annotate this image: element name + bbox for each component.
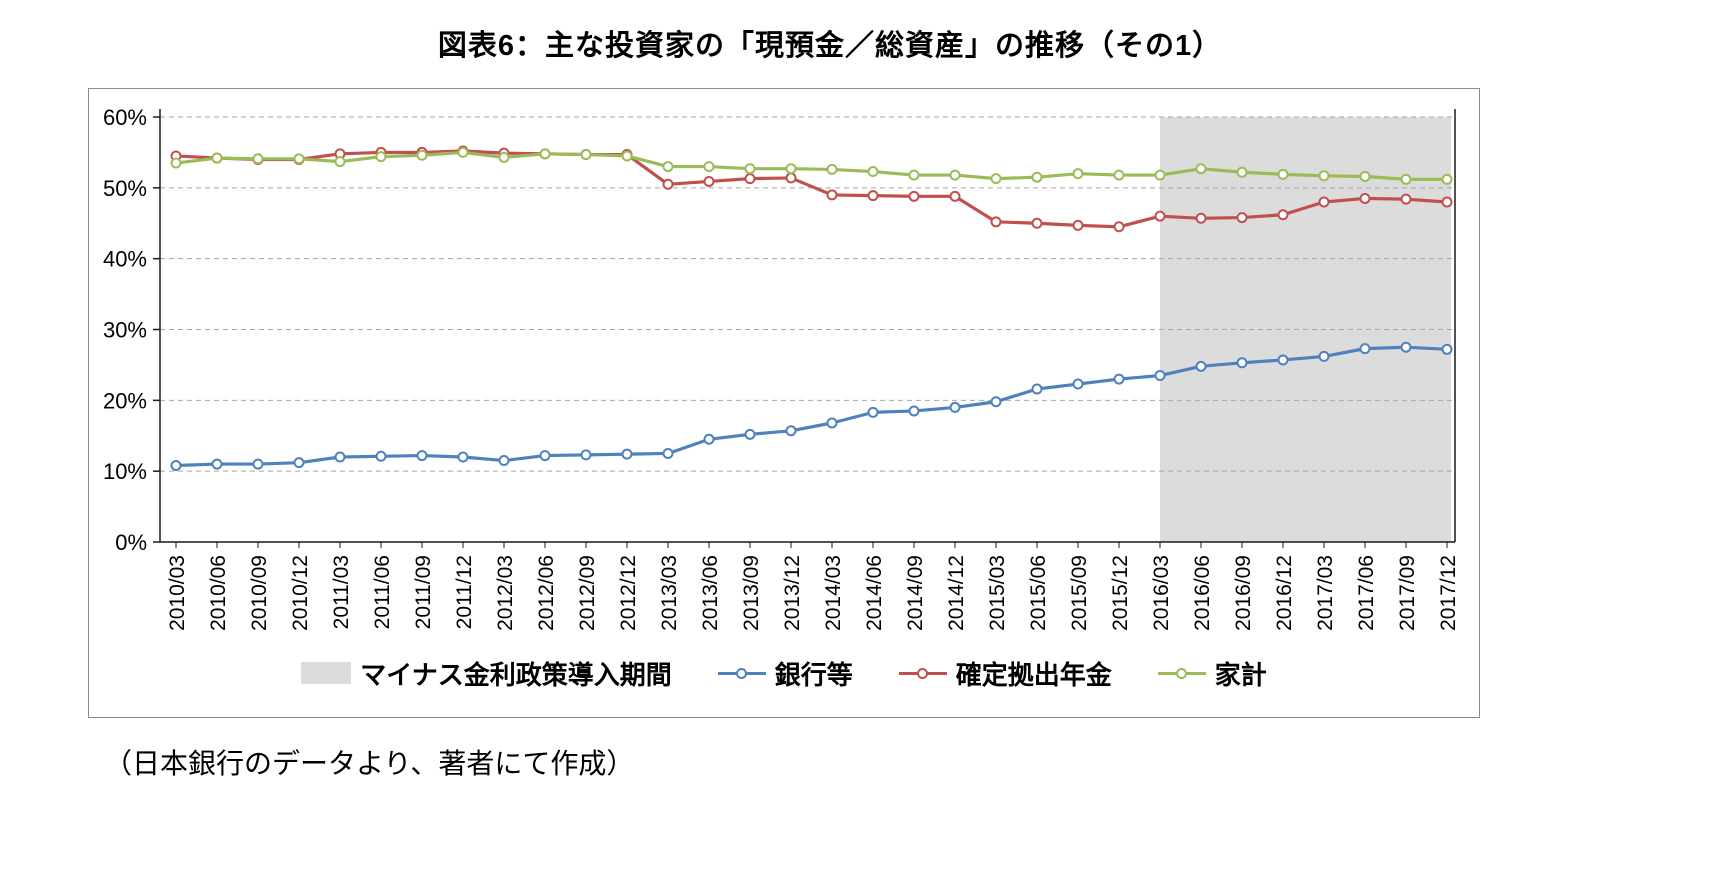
- svg-text:2011/12: 2011/12: [453, 555, 476, 629]
- svg-text:2012/12: 2012/12: [617, 555, 640, 631]
- legend-line-swatch-dc-pension: [898, 662, 947, 684]
- svg-text:2017/09: 2017/09: [1396, 555, 1419, 631]
- source-caption: （日本銀行のデータより、著者にて作成）: [104, 749, 635, 780]
- svg-text:2010/06: 2010/06: [207, 555, 230, 631]
- svg-text:2012/03: 2012/03: [494, 555, 517, 631]
- svg-text:2015/12: 2015/12: [1109, 555, 1132, 631]
- svg-text:2013/03: 2013/03: [658, 555, 681, 631]
- svg-text:2016/09: 2016/09: [1232, 555, 1255, 631]
- svg-text:2017/06: 2017/06: [1355, 555, 1378, 631]
- legend-line-swatch-households: [1157, 662, 1206, 684]
- svg-text:2017/03: 2017/03: [1314, 555, 1337, 631]
- legend-area-swatch: [301, 662, 352, 684]
- legend-item-negative-rate-period: マイナス金利政策導入期間: [301, 655, 672, 692]
- svg-text:50%: 50%: [103, 176, 147, 201]
- legend-item-households: 家計: [1157, 655, 1267, 692]
- svg-text:2014/09: 2014/09: [904, 555, 927, 631]
- legend-line-swatch-banks: [717, 662, 766, 684]
- svg-text:2013/06: 2013/06: [699, 555, 722, 631]
- svg-text:30%: 30%: [103, 318, 147, 343]
- svg-text:2015/09: 2015/09: [1068, 555, 1091, 631]
- svg-text:2010/03: 2010/03: [166, 555, 189, 631]
- svg-text:2010/09: 2010/09: [248, 555, 271, 631]
- line-chart-svg: 0% 10% 20% 30% 40% 50% 60% 2010/03 2010/06 2010/0…: [103, 105, 1460, 631]
- svg-text:20%: 20%: [103, 388, 147, 413]
- svg-text:2014/03: 2014/03: [822, 555, 845, 631]
- svg-text:2013/12: 2013/12: [781, 555, 804, 631]
- svg-text:2014/12: 2014/12: [945, 555, 968, 631]
- svg-text:2012/06: 2012/06: [535, 555, 558, 631]
- svg-text:10%: 10%: [103, 459, 147, 484]
- legend-label-households: 家計: [1214, 659, 1267, 690]
- svg-text:40%: 40%: [103, 247, 147, 272]
- chart-title: 図表6：主な投資家の「現預金／総資産」の推移（その1）: [437, 30, 1223, 62]
- svg-text:2011/03: 2011/03: [330, 555, 353, 629]
- svg-text:2015/03: 2015/03: [986, 555, 1009, 631]
- legend-item-dc-pension: 確定拠出年金: [898, 655, 1112, 692]
- legend-label-banks: 銀行等: [774, 659, 853, 690]
- legend-label-negative-rate-period: マイナス金利政策導入期間: [360, 659, 672, 690]
- chart-legend: マイナス金利政策導入期間 銀行等 確定拠出年金 家計: [89, 653, 1479, 693]
- svg-text:2010/12: 2010/12: [289, 555, 312, 631]
- legend-label-dc-pension: 確定拠出年金: [955, 659, 1112, 690]
- svg-text:2014/06: 2014/06: [863, 555, 886, 631]
- svg-text:2016/03: 2016/03: [1150, 555, 1173, 631]
- svg-text:0%: 0%: [115, 530, 147, 555]
- svg-text:60%: 60%: [103, 105, 147, 130]
- svg-text:2012/09: 2012/09: [576, 555, 599, 631]
- legend-item-banks: 銀行等: [717, 655, 853, 692]
- chart-frame: 0% 10% 20% 30% 40% 50% 60% 2010/03 2010/06 2010/0…: [88, 88, 1480, 718]
- svg-text:2016/06: 2016/06: [1191, 555, 1214, 631]
- svg-text:2016/12: 2016/12: [1273, 555, 1296, 631]
- svg-text:2017/12: 2017/12: [1437, 555, 1460, 631]
- svg-text:2011/06: 2011/06: [371, 555, 394, 629]
- svg-text:2013/09: 2013/09: [740, 555, 763, 631]
- svg-text:2011/09: 2011/09: [412, 555, 435, 629]
- svg-text:2015/06: 2015/06: [1027, 555, 1050, 631]
